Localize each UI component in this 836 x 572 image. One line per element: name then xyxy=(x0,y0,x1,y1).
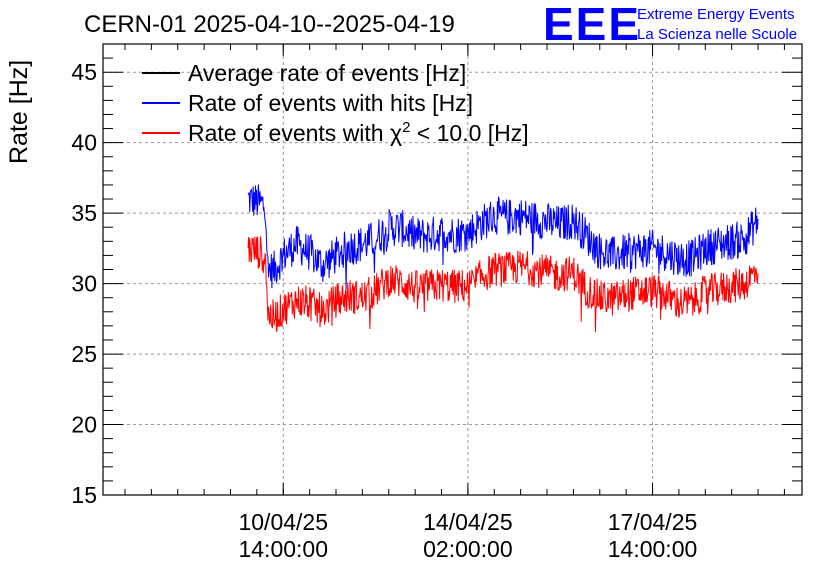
series-layer xyxy=(247,184,759,333)
legend-chi2-main: Rate of events with χ xyxy=(188,120,402,146)
y-axis-label: Rate [Hz] xyxy=(5,60,33,164)
x-tick-time: 14:00:00 xyxy=(238,536,328,562)
eee-logo: EEE Extreme Energy Events La Scienza nel… xyxy=(543,0,797,50)
legend-chi2-sup: 2 xyxy=(402,119,410,136)
eee-logo-mark: EEE xyxy=(543,0,641,50)
chart-title: CERN-01 2025-04-10--2025-04-19 xyxy=(84,11,455,38)
legend-label-average: Average rate of events [Hz] xyxy=(188,60,466,86)
x-tick-time: 14:00:00 xyxy=(608,536,698,562)
grid-lines xyxy=(103,44,802,496)
x-tick-date: 17/04/25 xyxy=(608,509,698,535)
y-tick-label: 40 xyxy=(71,130,97,156)
x-tick-date: 10/04/25 xyxy=(238,509,328,535)
y-tick-label: 15 xyxy=(71,482,97,508)
y-tick-label: 45 xyxy=(71,59,97,85)
legend: Average rate of events [Hz] Rate of even… xyxy=(142,60,529,146)
series-line-1 xyxy=(247,184,759,290)
axis-ticks: 1520253035404510/04/2514:00:0014/04/2502… xyxy=(71,43,802,562)
eee-logo-line1: Extreme Energy Events xyxy=(637,6,795,23)
y-tick-label: 20 xyxy=(71,412,97,438)
y-tick-label: 30 xyxy=(71,271,97,297)
y-tick-label: 25 xyxy=(71,341,97,367)
x-tick-time: 02:00:00 xyxy=(423,536,513,562)
series-line-2 xyxy=(247,236,759,333)
eee-logo-line2: La Scienza nelle Scuole xyxy=(637,26,797,43)
x-tick-date: 14/04/25 xyxy=(423,509,513,535)
legend-label-hits: Rate of events with hits [Hz] xyxy=(188,90,473,116)
legend-label-chi2: Rate of events with χ2 < 10.0 [Hz] xyxy=(188,119,529,146)
legend-chi2-tail: < 10.0 [Hz] xyxy=(410,120,528,146)
y-tick-label: 35 xyxy=(71,200,97,226)
